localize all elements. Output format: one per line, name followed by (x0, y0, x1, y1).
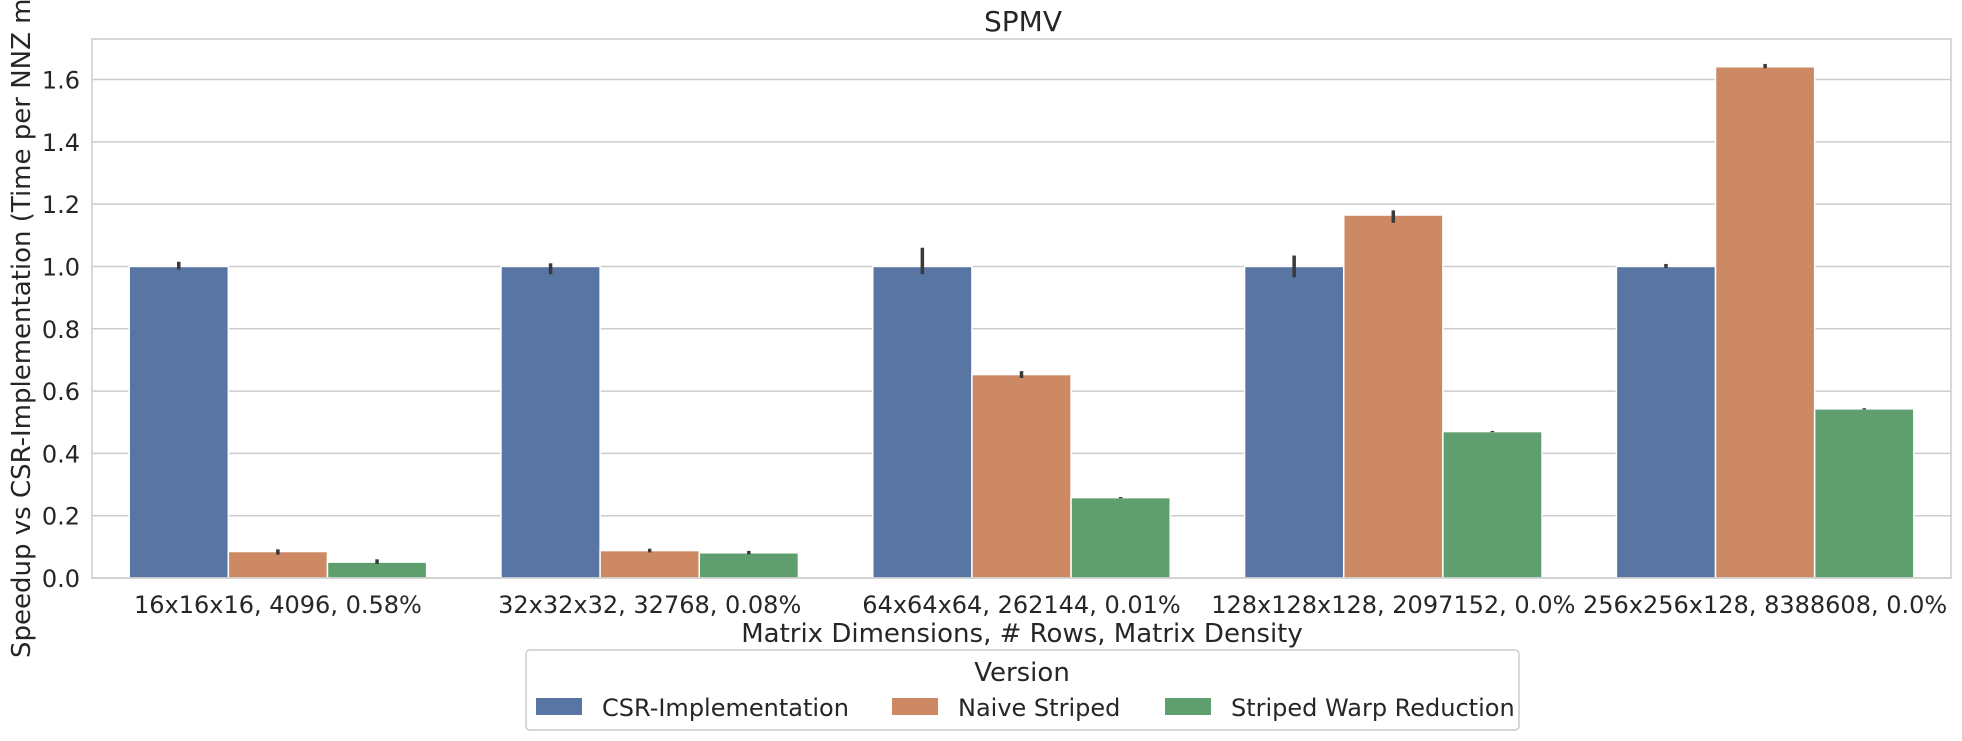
legend-items: CSR-Implementation Naive Striped Striped W… (536, 694, 1515, 722)
x-tick-label: 32x32x32, 32768, 0.08% (498, 591, 801, 619)
y-tick-label: 1.2 (42, 191, 80, 219)
y-axis-ticks: 0.0 0.2 0.4 0.6 0.8 1.0 1.2 1.4 1.6 (42, 67, 80, 593)
bar (1243, 265, 1345, 579)
legend-swatch (892, 698, 938, 715)
y-tick-label: 0.2 (42, 503, 80, 531)
bar (1714, 65, 1816, 579)
legend-label: Naive Striped (958, 694, 1120, 722)
bar (1442, 430, 1543, 579)
x-axis-ticks: 16x16x16, 4096, 0.58% 32x32x32, 32768, 0.… (134, 591, 1947, 619)
bar (227, 550, 329, 579)
error-bars (177, 63, 1866, 564)
y-tick-label: 1.0 (42, 253, 80, 281)
legend-label: CSR-Implementation (602, 694, 849, 722)
chart-title: SPMV (984, 5, 1062, 38)
x-tick-label: 64x64x64, 262144, 0.01% (862, 591, 1180, 619)
y-tick-label: 0.8 (42, 316, 80, 344)
legend-label: Striped Warp Reduction (1231, 694, 1515, 722)
x-axis-label: Matrix Dimensions, # Rows, Matrix Densit… (741, 619, 1303, 649)
y-tick-label: 0.4 (42, 440, 80, 468)
bar (1070, 496, 1171, 579)
y-tick-label: 0.0 (42, 565, 80, 593)
plot-frame (91, 38, 1952, 579)
legend-title: Version (974, 658, 1070, 688)
legend-swatch (1165, 698, 1211, 715)
bar (128, 265, 230, 579)
legend-frame (525, 649, 1520, 731)
bars (128, 65, 1915, 579)
legend: Version CSR-Implementation Naive Striped S… (525, 649, 1520, 731)
x-tick-label: 16x16x16, 4096, 0.58% (134, 591, 422, 619)
bar (872, 265, 973, 579)
x-tick-label: 256x256x128, 8388608, 0.0% (1583, 591, 1947, 619)
bar (599, 549, 701, 579)
grid-lines (92, 78, 1951, 579)
y-tick-label: 1.6 (42, 67, 80, 95)
bar (1615, 265, 1717, 579)
bar (1813, 408, 1915, 579)
bar (500, 265, 601, 579)
y-tick-label: 0.6 (42, 378, 80, 406)
bar (698, 552, 800, 579)
bar (1342, 214, 1444, 579)
y-axis-label: Speedup vs CSR-Implementation (Time per … (7, 0, 37, 658)
legend-swatch (536, 698, 582, 715)
y-tick-label: 1.4 (42, 129, 80, 157)
bar (971, 373, 1072, 579)
x-tick-label: 128x128x128, 2097152, 0.0% (1211, 591, 1575, 619)
bar (326, 561, 428, 579)
